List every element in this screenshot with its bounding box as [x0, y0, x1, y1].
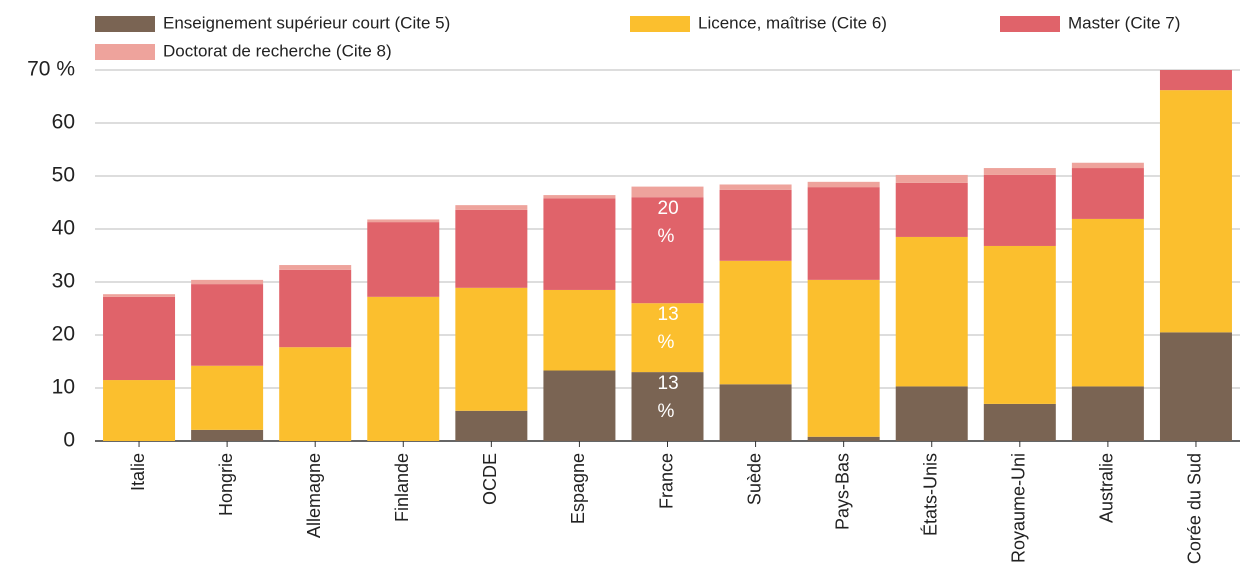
value-label: 20% [658, 198, 679, 247]
bar-segment [103, 380, 176, 441]
bar-segment [279, 347, 352, 441]
bar-segment [719, 189, 792, 261]
y-tick-label: 10 [52, 376, 75, 399]
bar-segment [191, 429, 264, 441]
bar-segment [191, 284, 264, 366]
bar-segment [1071, 168, 1144, 219]
x-tick-label: Finlande [392, 453, 412, 522]
value-label: 13% [658, 304, 679, 353]
bar-segment [191, 279, 264, 285]
y-tick-label: 0 [63, 429, 75, 452]
bar-segment [455, 410, 528, 441]
bar-segment [895, 386, 968, 441]
y-tick-label: 40 [52, 217, 75, 240]
bar-segment [103, 294, 176, 297]
bar-segment [1071, 162, 1144, 169]
legend-label: Licence, maîtrise (Cite 6) [698, 13, 887, 32]
bar-segment [543, 198, 616, 290]
bar-segment [1159, 90, 1232, 333]
bar-segment [983, 403, 1056, 441]
bar-segment [719, 384, 792, 441]
bar-segment [455, 205, 528, 210]
bar-segment [103, 296, 176, 381]
x-tick-label: Espagne [568, 453, 588, 524]
bar-segment [895, 174, 968, 183]
bar-segment [1071, 218, 1144, 387]
x-tick-label: Allemagne [304, 453, 324, 538]
bar-segment [279, 265, 352, 270]
bar-segment [895, 236, 968, 387]
bar-segment [895, 182, 968, 237]
value-label: 13% [658, 373, 679, 422]
x-tick-label: OCDE [480, 453, 500, 505]
legend-label: Enseignement supérieur court (Cite 5) [163, 13, 450, 32]
bar-segment [807, 181, 880, 188]
bar-segment [807, 279, 880, 437]
x-tick-label: France [656, 453, 676, 509]
bar-segment [367, 296, 440, 441]
x-tick-label: Suède [744, 453, 764, 505]
bar-segment [631, 186, 704, 198]
bar-segment [719, 184, 792, 190]
x-tick-label: Hongrie [216, 453, 236, 516]
legend-swatch [630, 16, 690, 32]
legend-label: Master (Cite 7) [1068, 13, 1180, 32]
x-tick-label: Italie [128, 453, 148, 491]
bar-segment [631, 372, 704, 441]
legend-swatch [1000, 16, 1060, 32]
bar-segment [279, 269, 352, 348]
bar-segment [983, 168, 1056, 175]
bar-segment [543, 195, 616, 199]
bar-segment [367, 219, 440, 223]
bar-segment [807, 436, 880, 441]
y-tick-label: 50 [52, 164, 75, 187]
bar-segment [631, 303, 704, 373]
legend-label: Doctorat de recherche (Cite 8) [163, 41, 392, 60]
x-tick-label: États-Unis [920, 453, 940, 536]
bar-segment [1159, 332, 1232, 441]
legend-swatch [95, 44, 155, 60]
bar-segment [543, 370, 616, 441]
x-tick-label: Corée du Sud [1185, 453, 1205, 564]
x-tick-label: Australie [1097, 453, 1117, 523]
bar-segment [807, 187, 880, 280]
y-tick-label: 30 [52, 270, 75, 293]
bar-segment [1159, 70, 1232, 91]
bar-segment [983, 245, 1056, 404]
bar-segment [719, 260, 792, 385]
y-tick-label: 20 [52, 323, 75, 346]
bar-segment [367, 222, 440, 297]
bar-segment [455, 209, 528, 288]
bar-segment [543, 289, 616, 371]
bar-segment [455, 287, 528, 411]
x-tick-label: Royaume-Uni [1009, 453, 1029, 563]
bar-segment [631, 197, 704, 304]
bar-segment [983, 174, 1056, 246]
y-tick-label: 60 [52, 111, 75, 134]
x-tick-label: Pays-Bas [832, 453, 852, 530]
bar-segment [1071, 386, 1144, 441]
bar-segment [191, 365, 264, 430]
legend-swatch [95, 16, 155, 32]
y-tick-label: 70 % [27, 58, 75, 81]
